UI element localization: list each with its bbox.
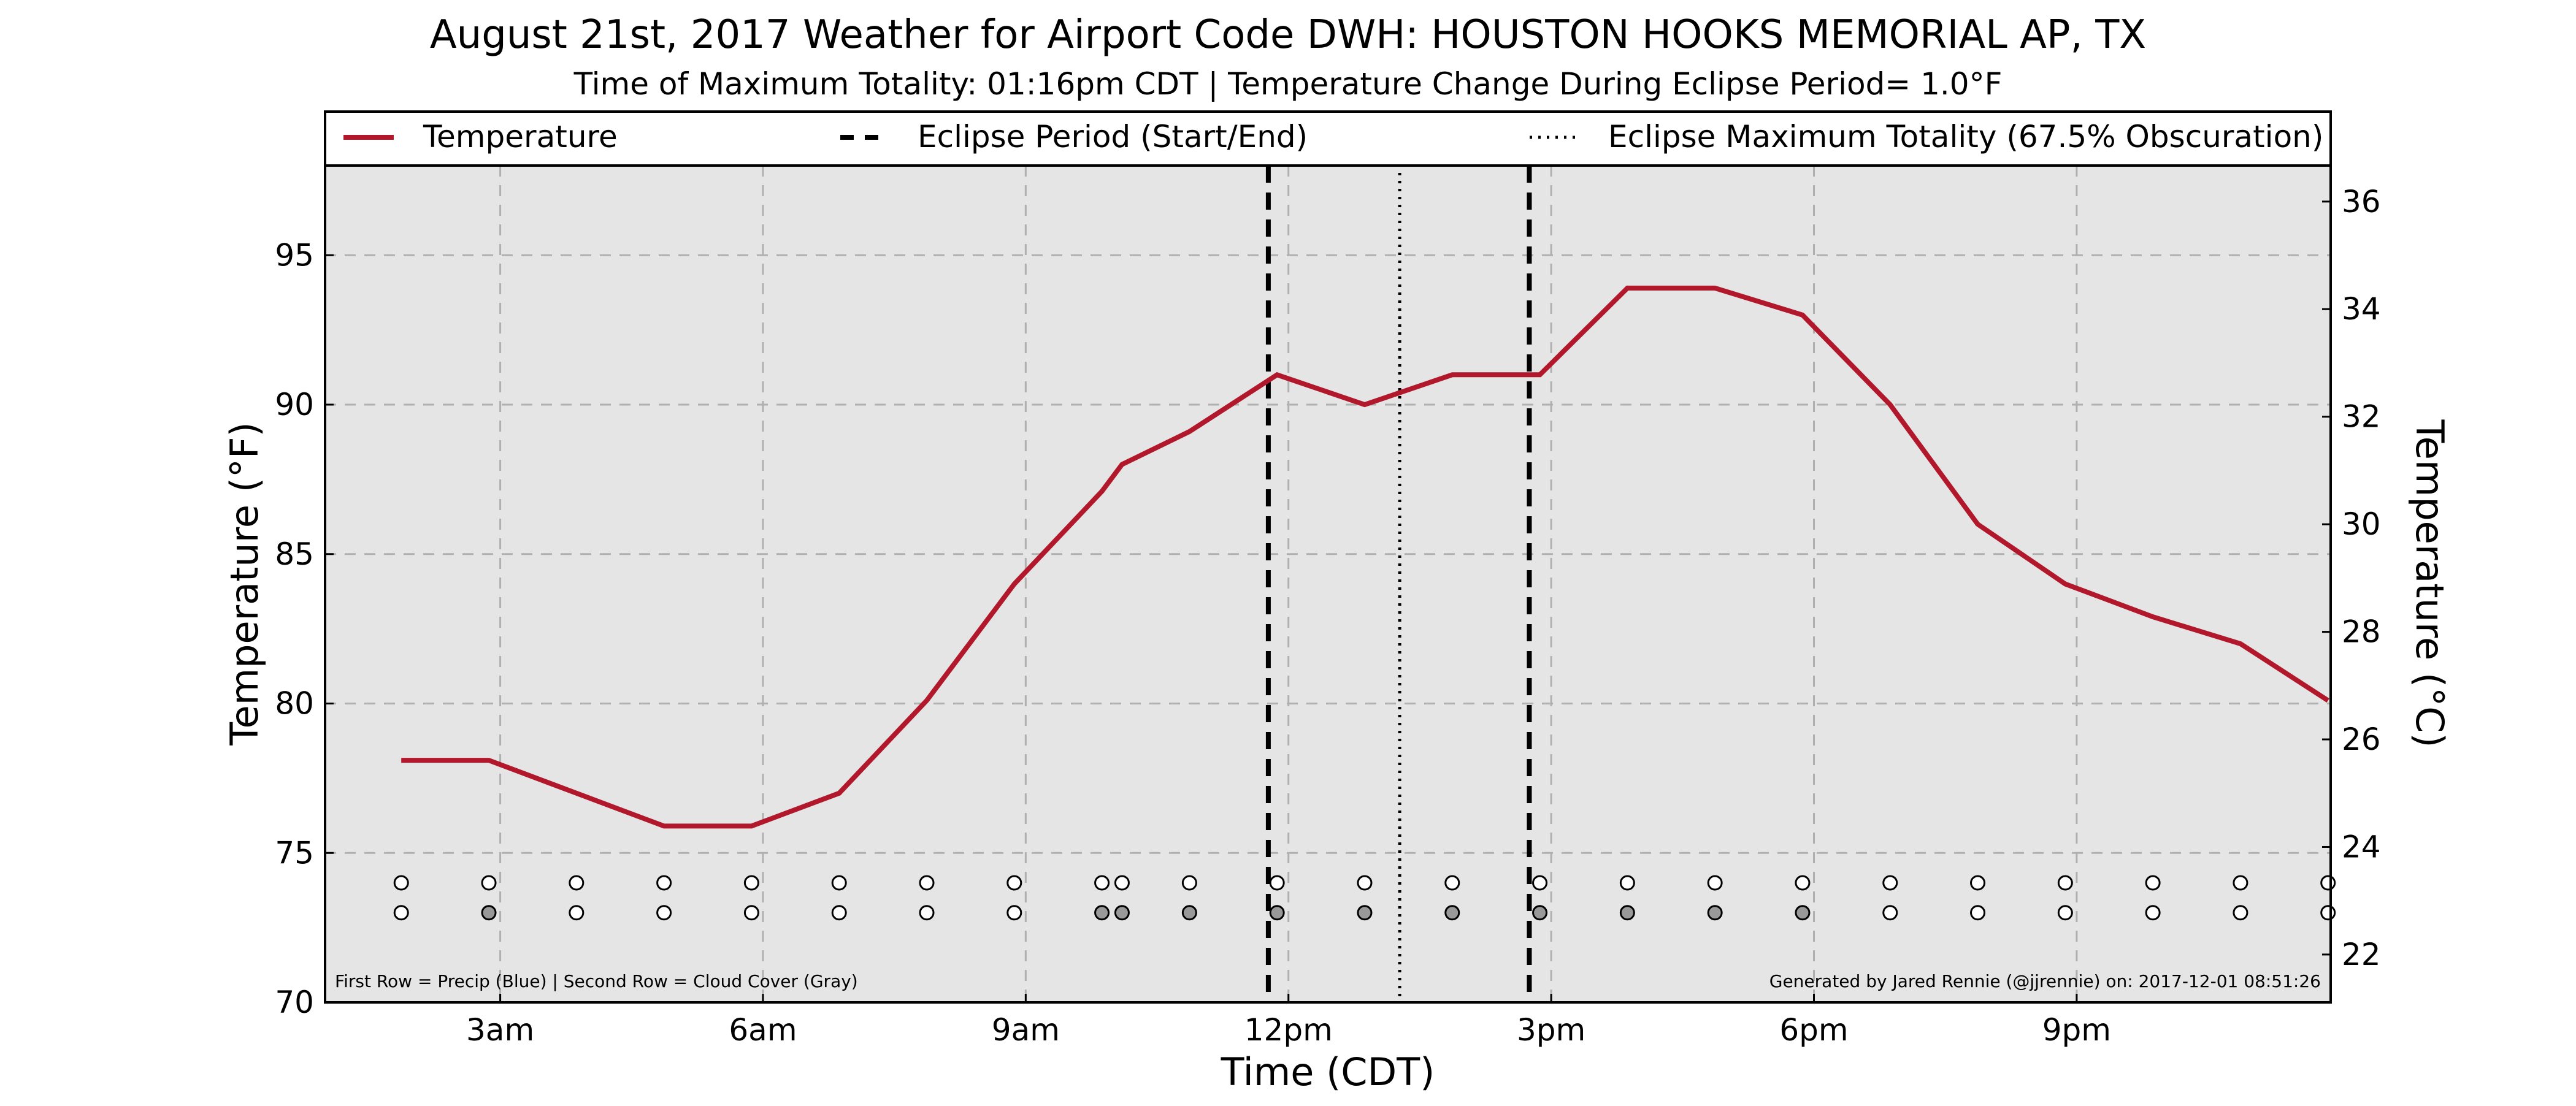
cloud-cover-marker — [1707, 905, 1723, 921]
cloud-cover-marker — [393, 905, 409, 921]
legend: Temperature Eclipse Period (Start/End) E… — [324, 110, 2332, 167]
y2-tick-label: 24 — [2342, 829, 2381, 864]
y2-tick-label: 22 — [2342, 937, 2381, 972]
cloud-cover-marker — [1882, 905, 1898, 921]
cloud-cover-marker — [481, 905, 497, 921]
grid-layer — [325, 166, 2331, 1002]
precip-marker — [1181, 875, 1197, 891]
y-tick-label: 70 — [275, 985, 314, 1020]
precip-marker — [743, 875, 759, 891]
cloud-cover-marker — [1357, 905, 1373, 921]
cloud-cover-marker — [743, 905, 759, 921]
cloud-cover-marker — [2057, 905, 2073, 921]
precip-marker — [2233, 875, 2248, 891]
precip-marker — [656, 875, 672, 891]
cloud-cover-marker — [1181, 905, 1197, 921]
precip-marker — [2145, 875, 2161, 891]
plot-background — [325, 166, 2331, 1002]
cloud-cover-marker — [1619, 905, 1635, 921]
y2-tick-label: 32 — [2342, 399, 2381, 435]
y2-tick-label: 26 — [2342, 722, 2381, 757]
precip-marker — [1707, 875, 1723, 891]
y-tick-label: 90 — [275, 387, 314, 422]
precip-marker — [1882, 875, 1898, 891]
cloud-cover-marker — [1006, 905, 1022, 921]
x-tick-label: 6pm — [1779, 1012, 1848, 1048]
precip-marker — [831, 875, 847, 891]
cloud-cover-marker — [1970, 905, 1986, 921]
legend-eclipse-period-label: Eclipse Period (Start/End) — [918, 119, 1308, 154]
cloud-cover-marker — [569, 905, 585, 921]
eclipse-layer — [1265, 166, 1532, 1002]
y-tick-label: 80 — [275, 686, 314, 722]
precip-marker — [1619, 875, 1635, 891]
x-tick-label: 3pm — [1517, 1012, 1585, 1048]
cloud-cover-marker — [1532, 905, 1548, 921]
x-tick-label: 12pm — [1244, 1012, 1333, 1048]
x-tick-labels: 3am 6am 9am 12pm 3pm 6pm 9pm — [466, 994, 2111, 1048]
precip-marker — [2320, 875, 2336, 891]
y-tick-label: 75 — [275, 835, 314, 871]
y2-axis-label: Temperature (°C) — [2407, 419, 2452, 747]
cloud-cover-marker — [1269, 905, 1285, 921]
cloud-cover-marker — [1114, 905, 1130, 921]
cloud-cover-marker — [1795, 905, 1811, 921]
y2-tick-label: 30 — [2342, 506, 2381, 542]
x-tick-label: 3am — [466, 1012, 534, 1048]
precip-marker — [1532, 875, 1548, 891]
y2-tick-label: 34 — [2342, 291, 2381, 327]
x-tick-label: 9pm — [2042, 1012, 2111, 1048]
series-layer — [401, 285, 2329, 829]
legend-temperature-label: Temperature — [423, 119, 618, 154]
precip-marker — [1444, 875, 1460, 891]
cloud-cover-marker — [656, 905, 672, 921]
legend-box — [324, 110, 2332, 167]
y2-tick-label: 28 — [2342, 614, 2381, 650]
precip-marker — [393, 875, 409, 891]
chart-title: August 21st, 2017 Weather for Airport Co… — [430, 12, 2146, 58]
precip-marker — [1269, 875, 1285, 891]
y-tick-label: 85 — [275, 536, 314, 572]
cloud-cover-marker — [919, 905, 935, 921]
precip-marker — [1970, 875, 1986, 891]
cloud-cover-marker — [2145, 905, 2161, 921]
precip-marker — [1114, 875, 1130, 891]
chart-subtitle: Time of Maximum Totality: 01:16pm CDT | … — [573, 66, 2003, 102]
y-tick-label: 95 — [275, 237, 314, 273]
precip-marker — [1006, 875, 1022, 891]
precip-marker — [919, 875, 935, 891]
legend-eclipse-max-label: Eclipse Maximum Totality (67.5% Obscurat… — [1608, 119, 2323, 154]
y2-tick-label: 36 — [2342, 184, 2381, 219]
cloud-cover-marker — [831, 905, 847, 921]
precip-marker — [1795, 875, 1811, 891]
cloud-cover-marker — [1094, 905, 1110, 921]
precip-marker — [569, 875, 585, 891]
cloud-cover-marker — [1444, 905, 1460, 921]
x-tick-label: 9am — [992, 1012, 1060, 1048]
x-tick-label: 6am — [729, 1012, 797, 1048]
y-axis-label: Temperature (°F) — [222, 422, 267, 746]
x-axis-label: Time (CDT) — [1221, 1050, 1435, 1094]
y-tick-labels: 70 75 80 85 90 95 — [275, 237, 334, 1020]
generated-by-note: Generated by Jared Rennie (@jjrennie) on… — [1769, 971, 2321, 991]
temperature-series-line — [401, 285, 2329, 829]
cloud-cover-marker — [2233, 905, 2248, 921]
precip-marker — [1094, 875, 1110, 891]
y2-tick-labels: 22 24 26 28 30 32 34 36 — [2322, 184, 2381, 972]
precip-marker — [2057, 875, 2073, 891]
rows-note: First Row = Precip (Blue) | Second Row =… — [335, 971, 858, 991]
observation-markers — [393, 875, 2336, 921]
precip-marker — [481, 875, 497, 891]
cloud-cover-marker — [2320, 905, 2336, 921]
precip-marker — [1357, 875, 1373, 891]
